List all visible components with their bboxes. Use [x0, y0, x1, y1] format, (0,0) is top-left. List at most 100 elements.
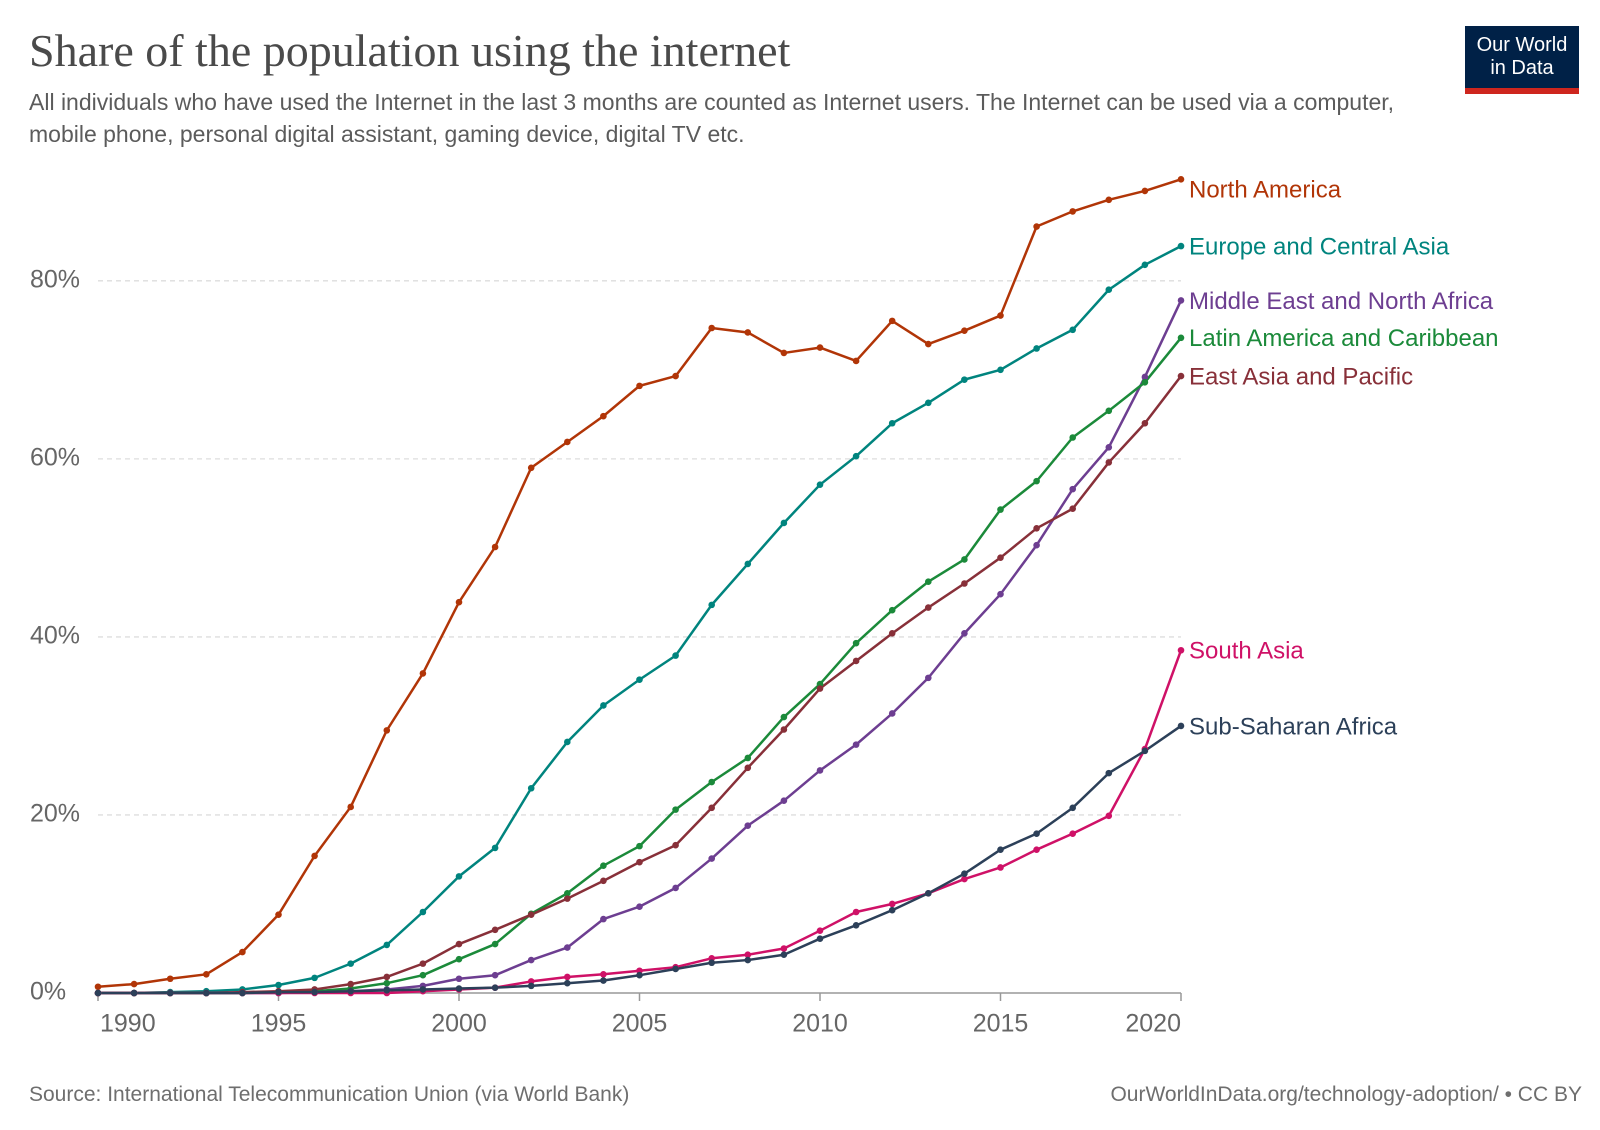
point [1141, 747, 1149, 755]
point [383, 973, 391, 981]
point [527, 911, 535, 918]
point [1105, 286, 1113, 294]
logo-line: in Data [1490, 57, 1554, 79]
point [888, 317, 896, 325]
point [925, 399, 932, 407]
point [925, 889, 932, 897]
point [527, 982, 535, 990]
point [708, 959, 715, 967]
series-label: Middle East and North Africa [1189, 288, 1494, 315]
y-tick-label: 20% [30, 800, 80, 828]
chart: 0% 20% 40% 60% 80% 1990 1995 2000 2005 2010 2015 20… [30, 176, 1499, 1038]
point [166, 989, 174, 997]
point [455, 598, 463, 606]
point [347, 960, 355, 967]
point [527, 784, 535, 792]
point [1141, 261, 1149, 269]
point [852, 922, 860, 929]
point [347, 987, 355, 995]
point [925, 674, 932, 682]
series-line [98, 375, 1182, 995]
point [383, 979, 391, 987]
x-tick-label: 2010 [792, 1010, 848, 1038]
x-tick-label: 2005 [612, 1010, 668, 1038]
y-tick-label: 0% [30, 978, 66, 1006]
point [997, 590, 1004, 598]
point [816, 481, 824, 488]
logo-line: Our World [1476, 34, 1568, 56]
point [636, 382, 643, 390]
point [852, 741, 860, 748]
logo[interactable]: Our World in Data [1465, 26, 1579, 94]
point [780, 519, 788, 527]
point [780, 713, 788, 721]
point [239, 948, 246, 956]
point [708, 778, 715, 786]
y-tick-label: 80% [30, 265, 80, 293]
point [1177, 297, 1185, 304]
point [455, 940, 463, 948]
x-tick-label: 1990 [100, 1010, 156, 1038]
point [852, 452, 860, 460]
point [672, 372, 679, 380]
point [708, 855, 715, 862]
point [1069, 804, 1076, 812]
point [419, 986, 427, 993]
point [888, 906, 896, 914]
point [347, 980, 355, 988]
series-line [98, 244, 1182, 995]
point [780, 349, 788, 357]
point [1105, 812, 1113, 820]
point [672, 806, 679, 813]
point [527, 956, 535, 964]
point [419, 908, 427, 916]
point [816, 767, 824, 774]
point [1069, 434, 1076, 441]
point [1033, 541, 1040, 549]
chart-subtitle: All individuals who have used the Intern… [29, 89, 1395, 147]
point [600, 977, 607, 984]
point [275, 981, 282, 989]
point [383, 727, 391, 734]
point [1177, 372, 1185, 380]
point [1033, 846, 1040, 853]
point [347, 803, 355, 811]
point [203, 971, 210, 978]
point [744, 560, 752, 568]
point [816, 685, 824, 692]
point [744, 329, 752, 336]
point [600, 412, 607, 420]
point [888, 419, 896, 427]
point [1105, 443, 1113, 451]
point [780, 726, 788, 733]
point [1069, 830, 1076, 837]
point [564, 973, 571, 981]
point [1105, 407, 1113, 415]
point [636, 971, 643, 979]
point [852, 639, 860, 647]
point [888, 710, 896, 717]
point [708, 324, 715, 332]
series-label: Europe and Central Asia [1189, 233, 1450, 260]
point [564, 438, 571, 446]
point [708, 601, 715, 609]
point [600, 862, 607, 869]
point [564, 895, 571, 902]
point [925, 340, 932, 348]
point [130, 989, 138, 997]
x-tick-label: 2015 [973, 1010, 1029, 1038]
point [527, 464, 535, 472]
series-label: East Asia and Pacific [1189, 363, 1413, 390]
point [600, 915, 607, 923]
point [997, 864, 1004, 871]
point [888, 900, 896, 908]
point [997, 846, 1004, 853]
point [275, 911, 282, 918]
point [491, 844, 499, 852]
point [600, 877, 607, 885]
point [852, 908, 860, 916]
point [455, 975, 463, 983]
point [1033, 830, 1040, 837]
credit[interactable]: OurWorldInData.org/technology-adoption/ … [1110, 1083, 1582, 1106]
point [491, 543, 499, 551]
